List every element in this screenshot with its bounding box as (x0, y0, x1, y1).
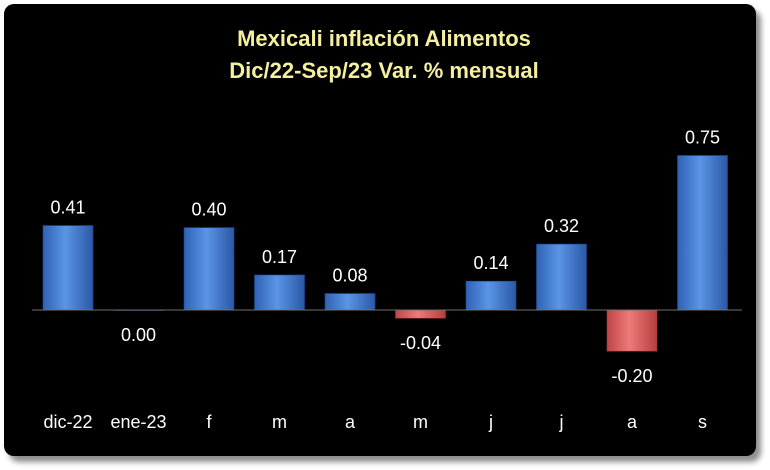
bar-m (254, 274, 305, 311)
bar-f (183, 227, 235, 311)
bar-a (606, 309, 658, 352)
category-label: m (272, 412, 287, 432)
value-label: 0.75 (685, 128, 720, 148)
value-label: 0.32 (544, 216, 579, 236)
bar-s (677, 155, 728, 311)
bar-j (536, 243, 587, 311)
value-label: 0.41 (50, 198, 85, 218)
category-label: a (627, 412, 638, 432)
chart-frame (4, 4, 756, 456)
bars-group (42, 155, 728, 352)
value-label: -0.04 (400, 333, 441, 353)
value-label: 0.14 (473, 253, 508, 273)
value-label: -0.20 (611, 366, 652, 386)
category-label: j (488, 412, 493, 432)
category-label: a (345, 412, 356, 432)
category-label: f (206, 412, 212, 432)
labels-group: 0.41 dic-22 0.00 ene-23 0.40 f 0.17 m 0.08 a -0.04… (43, 128, 720, 433)
value-label: 0.08 (332, 266, 367, 286)
bar-m (395, 309, 446, 319)
bar-dic-22 (42, 225, 94, 311)
bar-a (324, 293, 376, 311)
chart-title-line1: Mexicali inflación Alimentos (237, 26, 531, 51)
category-label: s (698, 412, 707, 432)
value-label: 0.17 (262, 247, 297, 267)
value-label: 0.40 (191, 200, 226, 220)
category-label: ene-23 (110, 412, 166, 432)
bar-j (465, 280, 517, 311)
category-label: j (559, 412, 564, 432)
category-label: m (413, 412, 428, 432)
value-label: 0.00 (121, 325, 156, 345)
category-label: dic-22 (43, 412, 92, 432)
chart-title-line2: Dic/22-Sep/23 Var. % mensual (229, 58, 538, 83)
